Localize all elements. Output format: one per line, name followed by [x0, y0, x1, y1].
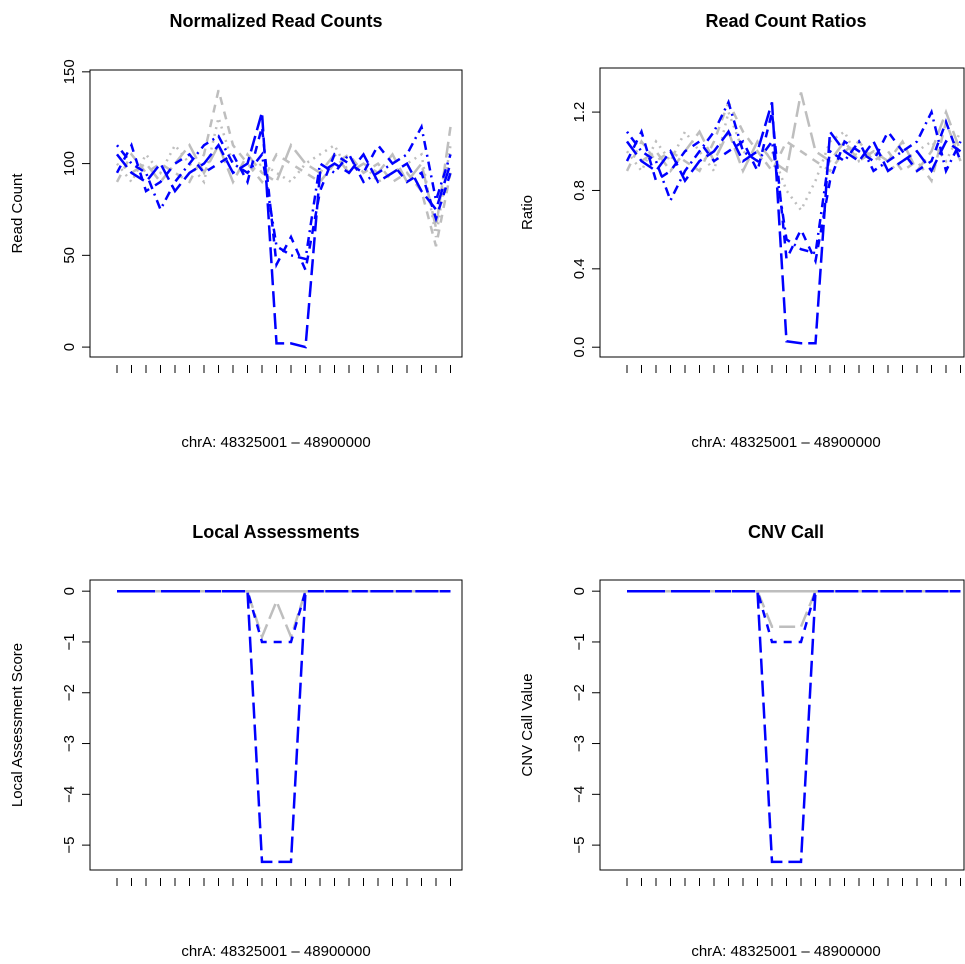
series-line: [116, 111, 452, 349]
series-line: [116, 123, 452, 261]
series-line: [115, 89, 452, 247]
series-line: [117, 589, 451, 864]
series-line: [627, 589, 961, 628]
y-tick-label: 0: [571, 587, 588, 595]
series-line: [116, 112, 452, 238]
plot-frame: [89, 579, 463, 871]
series-line: [625, 98, 962, 255]
series-line: [116, 126, 452, 229]
y-tick-label: 100: [61, 151, 78, 176]
y-tick-label: −3: [61, 735, 78, 752]
y-axis-label: Local Assessment Score: [9, 643, 26, 807]
y-tick-label: 0.8: [571, 180, 588, 201]
plot-frame: [89, 69, 463, 358]
chart-title: Normalized Read Counts: [169, 11, 382, 31]
plot-frame: [599, 67, 965, 358]
panel: CNV Call chrA: 48325001 – 48900000 CNV Cal…: [519, 522, 965, 960]
y-tick-label: 150: [61, 59, 78, 84]
x-axis-label: chrA: 48325001 – 48900000: [181, 943, 370, 960]
series-line: [627, 589, 961, 644]
y-tick-label: −1: [571, 633, 588, 650]
y-tick-label: 0.0: [571, 337, 588, 358]
y-tick-label: 0: [61, 587, 78, 595]
y-tick-label: −5: [571, 837, 588, 854]
panel: Read Count Ratios chrA: 48325001 – 489000…: [519, 11, 965, 451]
y-tick-label: −2: [571, 684, 588, 701]
y-tick-label: −5: [61, 837, 78, 854]
y-tick-label: 1.2: [571, 102, 588, 123]
y-tick-label: 0.4: [571, 258, 588, 279]
y-tick-label: 0: [61, 343, 78, 351]
x-axis-label: chrA: 48325001 – 48900000: [181, 434, 370, 451]
series-line: [625, 101, 962, 345]
y-tick-label: −4: [61, 786, 78, 803]
y-tick-label: −3: [571, 735, 588, 752]
chart-title: Read Count Ratios: [705, 11, 866, 31]
y-tick-label: −2: [61, 684, 78, 701]
series-line: [625, 111, 962, 266]
chart-title: Local Assessments: [192, 522, 359, 542]
panel: Local Assessments chrA: 48325001 – 489000…: [9, 522, 463, 960]
panel: Normalized Read Counts chrA: 48325001 – 4…: [9, 11, 463, 451]
plot-frame: [599, 579, 965, 871]
y-axis-label: Read Count: [9, 173, 26, 254]
series-line: [625, 99, 962, 184]
y-tick-label: 50: [61, 247, 78, 264]
x-axis-label: chrA: 48325001 – 48900000: [691, 943, 880, 960]
series-line: [625, 92, 962, 175]
series-line: [627, 589, 961, 864]
series-line: [117, 589, 451, 641]
y-tick-label: −1: [61, 633, 78, 650]
y-tick-label: −4: [571, 786, 588, 803]
y-axis-label: Ratio: [519, 195, 536, 230]
x-axis-label: chrA: 48325001 – 48900000: [691, 434, 880, 451]
chart-title: CNV Call: [748, 522, 824, 542]
y-axis-label: CNV Call Value: [519, 673, 536, 776]
